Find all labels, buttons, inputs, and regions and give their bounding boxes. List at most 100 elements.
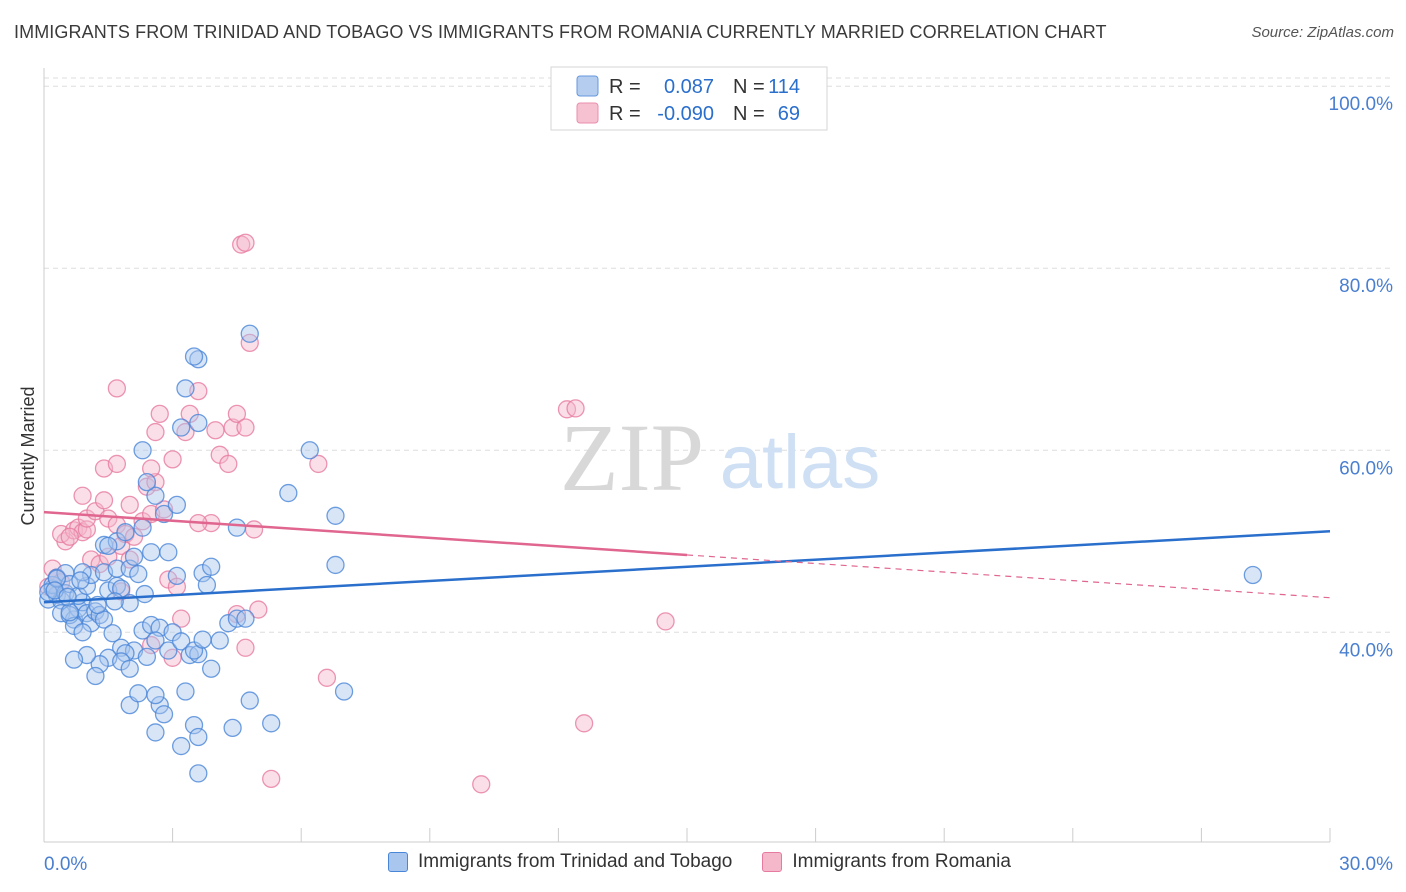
trinidad-point-106: [47, 569, 67, 588]
trinidad-point-111: [71, 571, 90, 590]
trinidad-point-77: [124, 547, 144, 566]
legend-series: Immigrants from Trinidad and Tobago Immi…: [388, 851, 1041, 873]
trinidad-point-82: [202, 557, 221, 576]
y-tick-label-2: 80.0%: [1339, 276, 1393, 297]
trend-line-0: [43, 530, 1331, 604]
series-trinidad-points: [39, 324, 1262, 783]
legend-swatch-pink: [576, 102, 599, 124]
trinidad-point-100: [227, 518, 247, 537]
trinidad-point-83: [197, 575, 217, 595]
trinidad-point-80: [167, 566, 187, 586]
romania-point-29: [107, 454, 127, 474]
y-tick-label-0: 40.0%: [1339, 640, 1393, 661]
axes: [43, 68, 1331, 843]
trinidad-point-78: [142, 543, 161, 562]
romania-point-58: [172, 609, 191, 628]
trinidad-point-67: [172, 736, 191, 756]
trinidad-point-54: [210, 631, 229, 650]
grid: [44, 77, 1394, 633]
trinidad-point-58: [150, 695, 169, 715]
romania-point-40: [223, 418, 242, 437]
romania-point-42: [236, 418, 255, 437]
trinidad-point-61: [146, 685, 165, 705]
trinidad-point-53: [202, 659, 221, 678]
trinidad-point-87: [116, 523, 135, 542]
trinidad-point-69: [223, 718, 242, 738]
trinidad-point-42: [64, 650, 84, 669]
legend-n-label-blue: N =: [733, 76, 765, 98]
source-label: Source: ZipAtlas.com: [1251, 24, 1394, 41]
legend-r-label-pink: R =: [609, 103, 641, 125]
legend-label-romania: Immigrants from Romania: [792, 851, 1011, 872]
romania-point-27: [120, 495, 139, 515]
romania-point-46: [150, 404, 169, 424]
trinidad-point-46: [159, 641, 178, 660]
legend-swatch-romania: [762, 852, 783, 872]
trinidad-point-0: [39, 590, 58, 609]
legend-label-trinidad: Immigrants from Trinidad and Tobago: [418, 851, 733, 872]
y-tick-label-3: 100.0%: [1329, 94, 1394, 115]
trinidad-point-40: [90, 655, 109, 674]
trinidad-point-91: [137, 472, 157, 492]
legend-item-romania: Immigrants from Romania: [762, 851, 1011, 873]
legend-stats: R = 0.087 N = 114 R = -0.090 N = 69: [550, 66, 828, 131]
trend-lines: [43, 510, 1331, 604]
trinidad-point-105: [60, 603, 79, 622]
trinidad-point-113: [135, 584, 154, 604]
watermark: ZIP atlas: [560, 404, 880, 511]
trend-line-dashed-1: [686, 554, 1331, 599]
x-tick-label-min: 0.0%: [44, 854, 87, 875]
legend-item-trinidad: Immigrants from Trinidad and Tobago: [388, 851, 732, 873]
trinidad-point-9: [39, 583, 58, 602]
trinidad-point-107: [1243, 565, 1262, 585]
legend-r-value-pink: -0.090: [657, 103, 714, 125]
trinidad-point-66: [189, 727, 208, 747]
y-tick-label-1: 60.0%: [1339, 458, 1393, 479]
romania-point-67: [472, 775, 491, 794]
trinidad-point-36: [146, 631, 165, 650]
trinidad-point-52: [193, 630, 212, 649]
watermark-atlas: atlas: [720, 420, 881, 505]
trinidad-point-99: [240, 324, 259, 343]
trinidad-point-48: [172, 632, 191, 651]
legend-r-label-blue: R =: [609, 76, 641, 98]
trinidad-point-57: [236, 609, 255, 628]
romania-point-60: [236, 638, 255, 657]
trinidad-point-94: [172, 418, 191, 437]
trinidad-point-68: [189, 764, 208, 783]
trinidad-point-102: [300, 441, 319, 460]
trinidad-point-55: [219, 614, 238, 633]
trinidad-point-60: [129, 684, 148, 703]
romania-point-32: [142, 459, 161, 478]
trend-line-1: [43, 510, 688, 557]
y-axis-label: Currently Married: [18, 386, 38, 525]
trinidad-point-70: [240, 691, 259, 710]
legend-swatch-trinidad: [388, 852, 408, 872]
romania-point-48: [107, 379, 127, 398]
trinidad-point-63: [176, 682, 195, 701]
trinidad-point-103: [326, 506, 345, 525]
trinidad-point-92: [133, 441, 152, 460]
trinidad-point-93: [167, 495, 187, 515]
legend-n-value-blue: 114: [768, 76, 800, 98]
trinidad-point-64: [146, 723, 165, 742]
trinidad-point-72: [334, 682, 354, 701]
chart-title: IMMIGRANTS FROM TRINIDAD AND TOBAGO VS I…: [14, 22, 1107, 42]
romania-point-62: [317, 668, 337, 687]
legend-n-label-pink: N =: [733, 103, 765, 125]
romania-point-10: [60, 527, 79, 546]
romania-point-41: [227, 404, 247, 424]
romania-point-66: [574, 714, 594, 733]
trinidad-point-104: [326, 555, 345, 575]
trinidad-point-65: [184, 715, 204, 735]
legend-swatch-blue: [576, 75, 599, 97]
trinidad-point-30: [103, 624, 122, 643]
trinidad-point-88: [133, 518, 152, 537]
romania-point-56: [249, 600, 268, 619]
x-tick-label-max: 30.0%: [1339, 854, 1393, 875]
romania-point-45: [236, 233, 255, 252]
romania-point-26: [94, 491, 114, 510]
trinidad-point-37: [137, 647, 157, 667]
romania-point-52: [244, 520, 264, 539]
watermark-zip: ZIP: [560, 404, 704, 511]
